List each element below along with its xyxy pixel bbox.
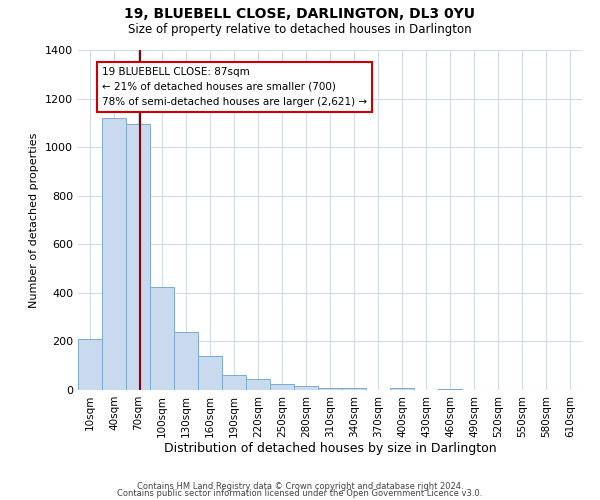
Text: Contains public sector information licensed under the Open Government Licence v3: Contains public sector information licen… <box>118 488 482 498</box>
Text: 19 BLUEBELL CLOSE: 87sqm
← 21% of detached houses are smaller (700)
78% of semi-: 19 BLUEBELL CLOSE: 87sqm ← 21% of detach… <box>102 67 367 106</box>
Bar <box>294 386 318 390</box>
Bar <box>222 376 246 390</box>
X-axis label: Distribution of detached houses by size in Darlington: Distribution of detached houses by size … <box>164 442 496 456</box>
Bar <box>78 339 102 390</box>
Bar <box>102 118 126 390</box>
Bar <box>438 389 462 390</box>
Bar <box>198 356 222 390</box>
Text: Size of property relative to detached houses in Darlington: Size of property relative to detached ho… <box>128 22 472 36</box>
Bar <box>390 388 414 390</box>
Bar <box>126 124 150 390</box>
Bar <box>174 332 198 390</box>
Bar <box>270 384 294 390</box>
Text: Contains HM Land Registry data © Crown copyright and database right 2024.: Contains HM Land Registry data © Crown c… <box>137 482 463 491</box>
Bar <box>150 287 174 390</box>
Bar <box>342 388 366 390</box>
Bar <box>318 388 342 390</box>
Bar <box>246 379 270 390</box>
Text: 19, BLUEBELL CLOSE, DARLINGTON, DL3 0YU: 19, BLUEBELL CLOSE, DARLINGTON, DL3 0YU <box>125 8 476 22</box>
Y-axis label: Number of detached properties: Number of detached properties <box>29 132 40 308</box>
